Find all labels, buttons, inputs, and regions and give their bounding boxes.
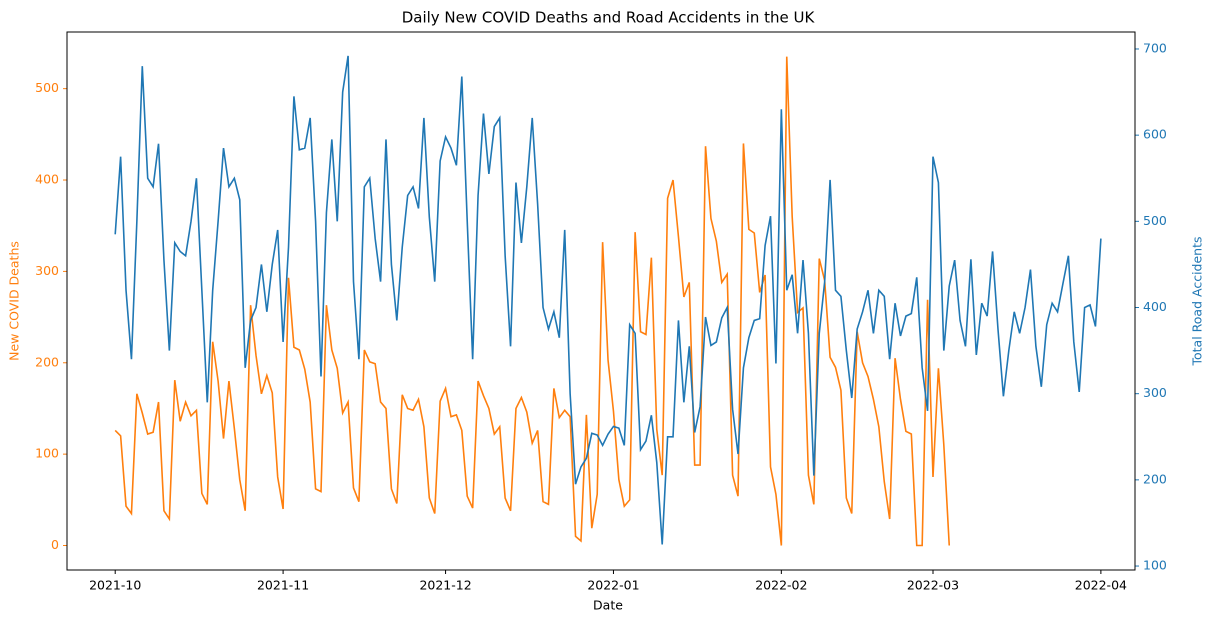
y-tick-label: 300 (35, 263, 59, 278)
chart-title: Daily New COVID Deaths and Road Accident… (402, 9, 816, 27)
x-tick-label: 2021-10 (89, 578, 141, 593)
y2-tick-label: 500 (1143, 213, 1167, 228)
y2-axis-label: Total Road Accidents (1190, 236, 1205, 366)
y2-tick-label: 100 (1143, 558, 1167, 573)
y2-tick-label: 300 (1143, 385, 1167, 400)
y-tick-label: 0 (51, 537, 59, 552)
x-tick-label: 2022-04 (1075, 578, 1127, 593)
y-tick-label: 400 (35, 172, 59, 187)
y-axis-label: New COVID Deaths (7, 241, 22, 361)
plot-frame (66, 31, 1136, 571)
series-line (114, 55, 1102, 545)
y-tick-label: 200 (35, 354, 59, 369)
y-tick-label: 100 (35, 446, 59, 461)
series-line (114, 56, 951, 547)
x-tick-label: 2022-01 (587, 578, 639, 593)
x-tick-label: 2021-12 (419, 578, 471, 593)
y-tick-label: 500 (35, 80, 59, 95)
x-tick-label: 2022-03 (907, 578, 959, 593)
y2-tick-label: 400 (1143, 299, 1167, 314)
x-tick-label: 2021-11 (257, 578, 309, 593)
y2-tick-label: 200 (1143, 471, 1167, 486)
y2-tick-label: 600 (1143, 127, 1167, 142)
x-axis-label: Date (593, 598, 623, 613)
x-tick-label: 2022-02 (755, 578, 807, 593)
y2-tick-label: 700 (1143, 40, 1167, 55)
